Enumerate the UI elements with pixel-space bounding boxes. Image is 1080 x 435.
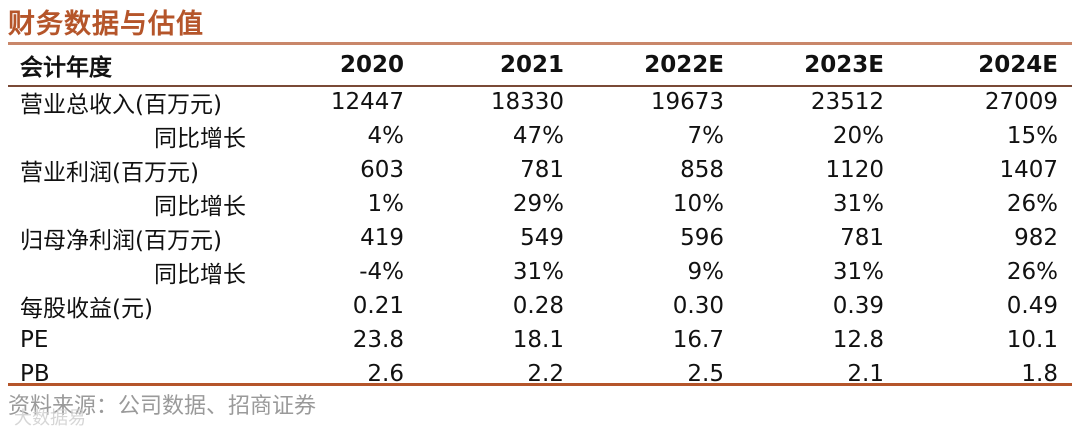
value-cell: 18.1 [512,326,564,353]
header-label: 会计年度 [20,55,112,81]
row-label: 每股收益(元) [20,296,153,322]
value-cell: 10.1 [1006,326,1058,353]
value-cell: 2.6 [367,360,404,387]
value-cell: 1.8 [1021,360,1058,387]
value-cell: 596 [680,225,724,251]
table-row: 同比增长 -4% 31% 9% 31% 26% [8,255,1072,289]
header-year: 2024E [978,52,1058,78]
value-cell: 29% [512,191,564,217]
header-year: 2023E [804,52,884,78]
value-cell: 1407 [999,157,1058,183]
value-cell: 603 [360,157,404,183]
value-cell: 2.1 [847,360,884,387]
table-row: 同比增长 4% 47% 7% 20% 15% [8,119,1072,153]
value-cell: 419 [360,225,404,251]
header-divider [8,85,1072,87]
value-cell: -4% [359,259,404,285]
table-row: 营业总收入(百万元) 12447 18330 19673 23512 27009 [8,85,1072,119]
value-cell: 19673 [650,89,724,115]
page-title: 财务数据与估值 [8,9,204,40]
value-cell: 0.30 [672,293,724,319]
row-label: PB [20,360,50,387]
value-cell: 12447 [330,89,404,115]
value-cell: 549 [520,225,564,251]
row-label: 同比增长 [154,194,246,220]
header-year: 2021 [499,52,564,78]
row-label: 营业利润(百万元) [20,160,199,186]
value-cell: 1120 [825,157,884,183]
top-divider [8,42,1072,45]
bottom-divider [8,383,1072,386]
financial-table: 会计年度 2020 2021 2022E 2023E 2024E 营业总收入(百… [8,45,1072,391]
value-cell: 0.28 [512,293,564,319]
value-cell: 2.5 [687,360,724,387]
value-cell: 9% [687,259,725,285]
value-cell: 12.8 [832,326,884,353]
header-year: 2022E [644,52,724,78]
table-row: 归母净利润(百万元) 419 549 596 781 982 [8,221,1072,255]
row-label: PE [20,326,49,353]
watermark: 大数据易 [14,408,86,429]
table-row: 同比增长 1% 29% 10% 31% 26% [8,187,1072,221]
value-cell: 0.39 [832,293,884,319]
header-year: 2020 [339,52,404,78]
value-cell: 26% [1006,259,1058,285]
value-cell: 31% [512,259,564,285]
value-cell: 47% [512,123,564,149]
row-label: 营业总收入(百万元) [20,92,222,118]
value-cell: 23512 [810,89,884,115]
row-label: 同比增长 [154,126,246,152]
value-cell: 16.7 [672,326,724,353]
value-cell: 27009 [984,89,1058,115]
source-note: 资料来源：公司数据、招商证券 [8,394,317,419]
value-cell: 0.21 [352,293,404,319]
table-row: 每股收益(元) 0.21 0.28 0.30 0.39 0.49 [8,289,1072,323]
value-cell: 10% [672,191,724,217]
table-row: PB 2.6 2.2 2.5 2.1 1.8 [8,357,1072,391]
value-cell: 858 [680,157,724,183]
row-label: 归母净利润(百万元) [20,228,222,254]
value-cell: 18330 [490,89,564,115]
value-cell: 31% [832,259,884,285]
value-cell: 4% [367,123,405,149]
table-row: 营业利润(百万元) 603 781 858 1120 1407 [8,153,1072,187]
value-cell: 982 [1014,225,1058,251]
value-cell: 0.49 [1006,293,1058,319]
value-cell: 20% [832,123,884,149]
value-cell: 781 [520,157,564,183]
value-cell: 26% [1006,191,1058,217]
value-cell: 1% [367,191,405,217]
table-header-row: 会计年度 2020 2021 2022E 2023E 2024E [8,45,1072,85]
value-cell: 7% [687,123,725,149]
value-cell: 23.8 [352,326,404,353]
value-cell: 781 [840,225,884,251]
value-cell: 31% [832,191,884,217]
value-cell: 2.2 [527,360,564,387]
row-label: 同比增长 [154,262,246,288]
value-cell: 15% [1006,123,1058,149]
table-row: PE 23.8 18.1 16.7 12.8 10.1 [8,323,1072,357]
